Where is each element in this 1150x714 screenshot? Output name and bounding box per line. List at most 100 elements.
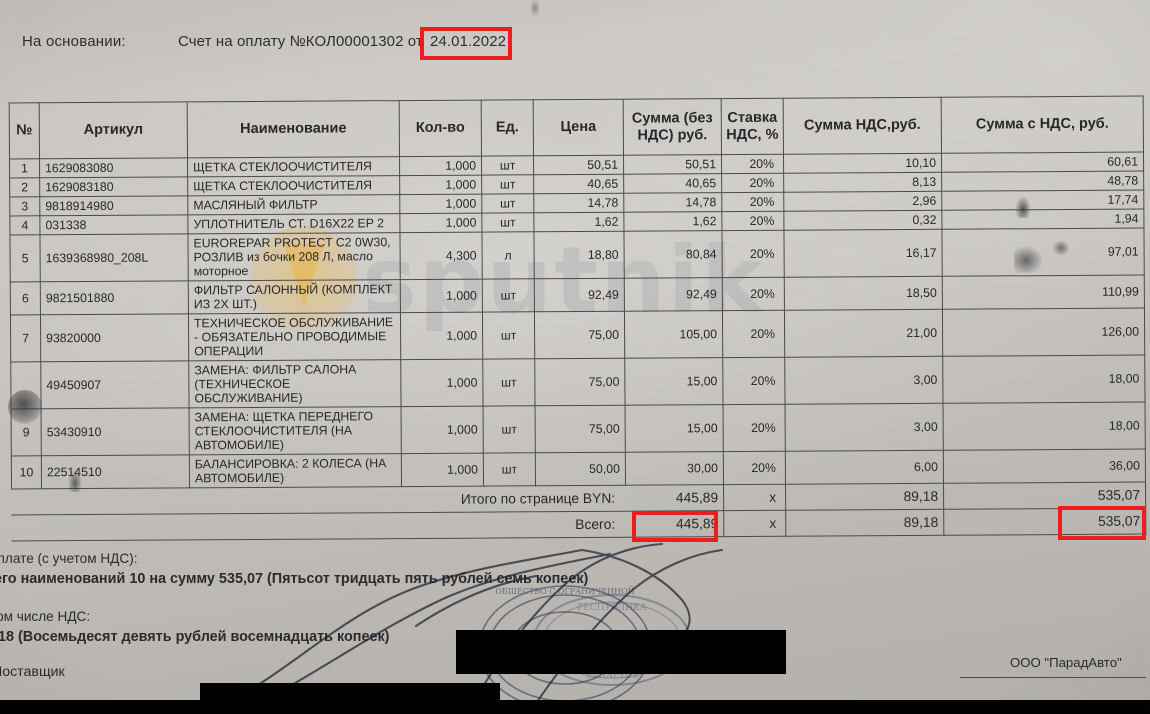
cell-name: ФИЛЬТР САЛОННЫЙ (КОМПЛЕКТ ИЗ 2Х ШТ.) [188, 279, 401, 315]
payment-label: оплате (с учетом НДС): [0, 551, 138, 566]
cell-gross: 60,61 [941, 152, 1144, 173]
cell-unit: л [481, 231, 535, 280]
cell-article: 1639368980_208L [39, 233, 189, 282]
cell-vat: 3,00 [784, 356, 944, 405]
cell-net: 50,51 [623, 154, 722, 175]
cell-price: 18,80 [533, 231, 625, 279]
cell-article: 53430910 [41, 408, 190, 457]
cell-num: 6 [10, 281, 41, 316]
cell-rate: 20% [722, 277, 785, 311]
cell-price: 40,65 [533, 174, 624, 194]
cell-vat: 21,00 [784, 309, 943, 358]
table-row: 7 93820000 ТЕХНИЧЕСКОЕ ОБСЛУЖИВАНИЕ - ОБЯЗ… [10, 308, 1145, 363]
cell-vat: 2,96 [783, 191, 942, 212]
cell-name: БАЛАНСИРОВКА: 2 КОЛЕСА (НА АВТОМОБИЛЕ) [189, 453, 402, 489]
header-unit: Ед. [481, 99, 534, 157]
cell-unit: шт [481, 212, 534, 233]
invoice-table: № Артикул Наименование Кол-во Ед. Цена С… [8, 95, 1147, 542]
cell-qty: 1,000 [399, 156, 482, 176]
cell-unit: шт [481, 174, 534, 195]
cell-name: EUROREPAR PROTECT C2 0W30, РОЗЛИВ из боч… [187, 232, 401, 281]
cell-vat: 3,00 [785, 403, 944, 452]
cell-qty: 1,000 [400, 312, 483, 360]
cell-rate: 20% [721, 173, 784, 193]
cell-qty: 1,000 [400, 359, 484, 407]
header-qty: Кол-во [399, 100, 482, 157]
cell-net: 1,62 [623, 211, 722, 232]
cell-gross: 17,74 [941, 190, 1144, 211]
cell-net: 105,00 [624, 310, 723, 359]
cell-vat: 8,13 [783, 172, 942, 193]
totals-rate: x [723, 510, 786, 537]
header-net: Сумма (без НДС) руб. [623, 98, 722, 156]
cell-num: 2 [9, 177, 40, 197]
supplier-signature-line [960, 677, 1146, 678]
cell-name: УПЛОТНИТЕЛЬ СТ. D16X22 EP 2 [187, 213, 400, 234]
cell-net: 92,49 [624, 277, 723, 312]
cell-unit: шт [481, 155, 534, 176]
vat-label: том числе НДС: [0, 609, 91, 624]
table-row: 5 1639368980_208L EUROREPAR PROTECT C2 0W3… [9, 228, 1145, 283]
totals-gross: 535,07 [943, 482, 1146, 510]
cell-num: 9 [11, 409, 42, 457]
cell-num: 4 [9, 215, 40, 236]
cell-qty: 4,300 [399, 232, 483, 280]
payment-amount-words: сего наименований 10 на сумму 535,07 (Пя… [0, 571, 589, 587]
cell-gross: 48,78 [941, 171, 1144, 192]
cell-gross: 18,00 [943, 402, 1146, 451]
cell-price: 50,00 [535, 452, 626, 487]
cell-num: 3 [9, 196, 40, 217]
totals-vat: 89,18 [785, 509, 944, 537]
cell-rate: 20% [721, 192, 784, 212]
cell-price: 75,00 [534, 358, 626, 406]
cell-name: ЗАМЕНА: ФИЛЬТР САЛОНА (ТЕХНИЧЕСКОЕ ОБСЛУ… [188, 359, 402, 409]
totals-vat: 89,18 [785, 483, 944, 511]
totals-label: Итого по странице BYN: [11, 485, 626, 516]
cell-price: 1,62 [533, 212, 624, 232]
cell-num: 5 [9, 234, 41, 283]
cell-vat: 10,10 [783, 153, 942, 174]
cell-rate: 20% [723, 404, 786, 452]
totals-label: Всего: [11, 511, 626, 542]
invoice-table-container: № Артикул Наименование Кол-во Ед. Цена С… [8, 95, 1147, 542]
cell-vat: 6,00 [785, 450, 944, 485]
cell-net: 14,78 [623, 192, 722, 213]
cell-name: ЩЕТКА СТЕКЛООЧИСТИТЕЛЯ [187, 175, 400, 196]
cell-qty: 1,000 [401, 453, 484, 487]
totals-net: 445,89 [625, 510, 724, 538]
invoice-table-body: 1 1629083080 ЩЕТКА СТЕКЛООЧИСТИТЕЛЯ 1,000 шт… [9, 152, 1146, 542]
totals-rate: x [723, 484, 786, 511]
cell-rate: 20% [722, 357, 786, 405]
header-vat: Сумма НДС,руб. [783, 97, 942, 155]
cell-gross: 97,01 [941, 228, 1145, 277]
totals-net: 445,89 [625, 484, 724, 512]
cell-num: 10 [11, 456, 42, 490]
cell-rate: 20% [721, 211, 784, 231]
basis-date: 24.01.2022 [430, 33, 507, 50]
cell-gross: 36,00 [943, 449, 1146, 484]
basis-label: На основании: [22, 33, 126, 50]
cell-price: 50,51 [533, 155, 624, 175]
header-price: Цена [533, 99, 624, 156]
cell-article: 49450907 [40, 361, 190, 410]
cell-article: 9821501880 [40, 280, 189, 315]
cell-net: 15,00 [625, 404, 724, 453]
cell-num: 1 [9, 158, 40, 178]
cell-article: 9818914980 [39, 195, 188, 216]
basis-document-text: Счет на оплату №КОЛ00001302 от [178, 33, 423, 50]
cell-price: 92,49 [534, 278, 625, 312]
cell-gross: 1,94 [941, 209, 1144, 230]
cell-unit: шт [483, 405, 536, 454]
cell-name: ЩЕТКА СТЕКЛООЧИСТИТЕЛЯ [187, 156, 400, 177]
vat-amount-words: 9,18 (Восемьдесят девять рублей восемнад… [0, 629, 390, 645]
cell-rate: 20% [721, 230, 785, 278]
cell-net: 15,00 [624, 357, 724, 406]
cell-rate: 20% [721, 154, 784, 174]
redaction-bar [0, 700, 1150, 714]
cell-article: 1629083180 [39, 176, 188, 197]
cell-gross: 126,00 [942, 308, 1145, 357]
redaction-bar [456, 630, 786, 674]
cell-unit: шт [483, 453, 536, 487]
cell-qty: 1,000 [401, 406, 484, 454]
cell-vat: 18,50 [784, 276, 943, 311]
